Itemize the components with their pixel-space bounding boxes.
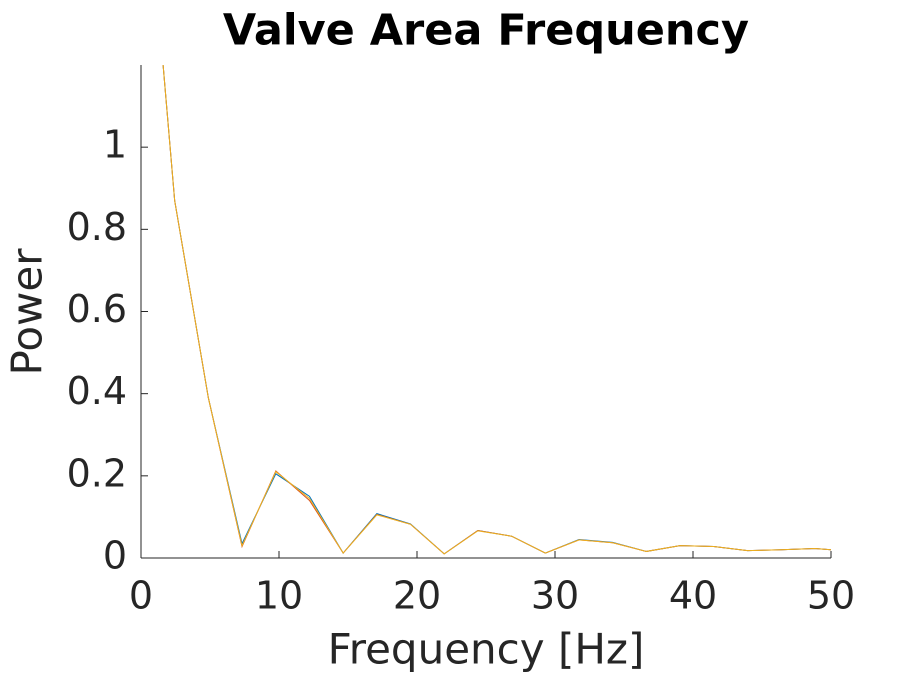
x-tick-label: 20 [393, 574, 441, 618]
x-tick-label: 40 [669, 574, 717, 618]
x-axis-label: Frequency [Hz] [328, 625, 645, 674]
y-tick-label: 0.2 [67, 451, 127, 495]
y-tick-label: 0 [103, 534, 127, 578]
y-tick-label: 1 [103, 123, 127, 167]
x-tick-label: 10 [255, 574, 303, 618]
y-tick-label: 0.6 [67, 287, 127, 331]
data-line [162, 65, 831, 555]
plot-area [141, 65, 831, 559]
x-tick-label: 50 [807, 574, 855, 618]
y-axis-label: Power [3, 248, 52, 376]
y-tick-label: 0.4 [67, 369, 127, 413]
x-tick-label: 30 [531, 574, 579, 618]
x-tick-label: 0 [129, 574, 153, 618]
data-line [162, 65, 831, 555]
data-line [162, 65, 831, 555]
y-tick-label: 0.8 [67, 205, 127, 249]
chart-title: Valve Area Frequency [223, 6, 749, 56]
